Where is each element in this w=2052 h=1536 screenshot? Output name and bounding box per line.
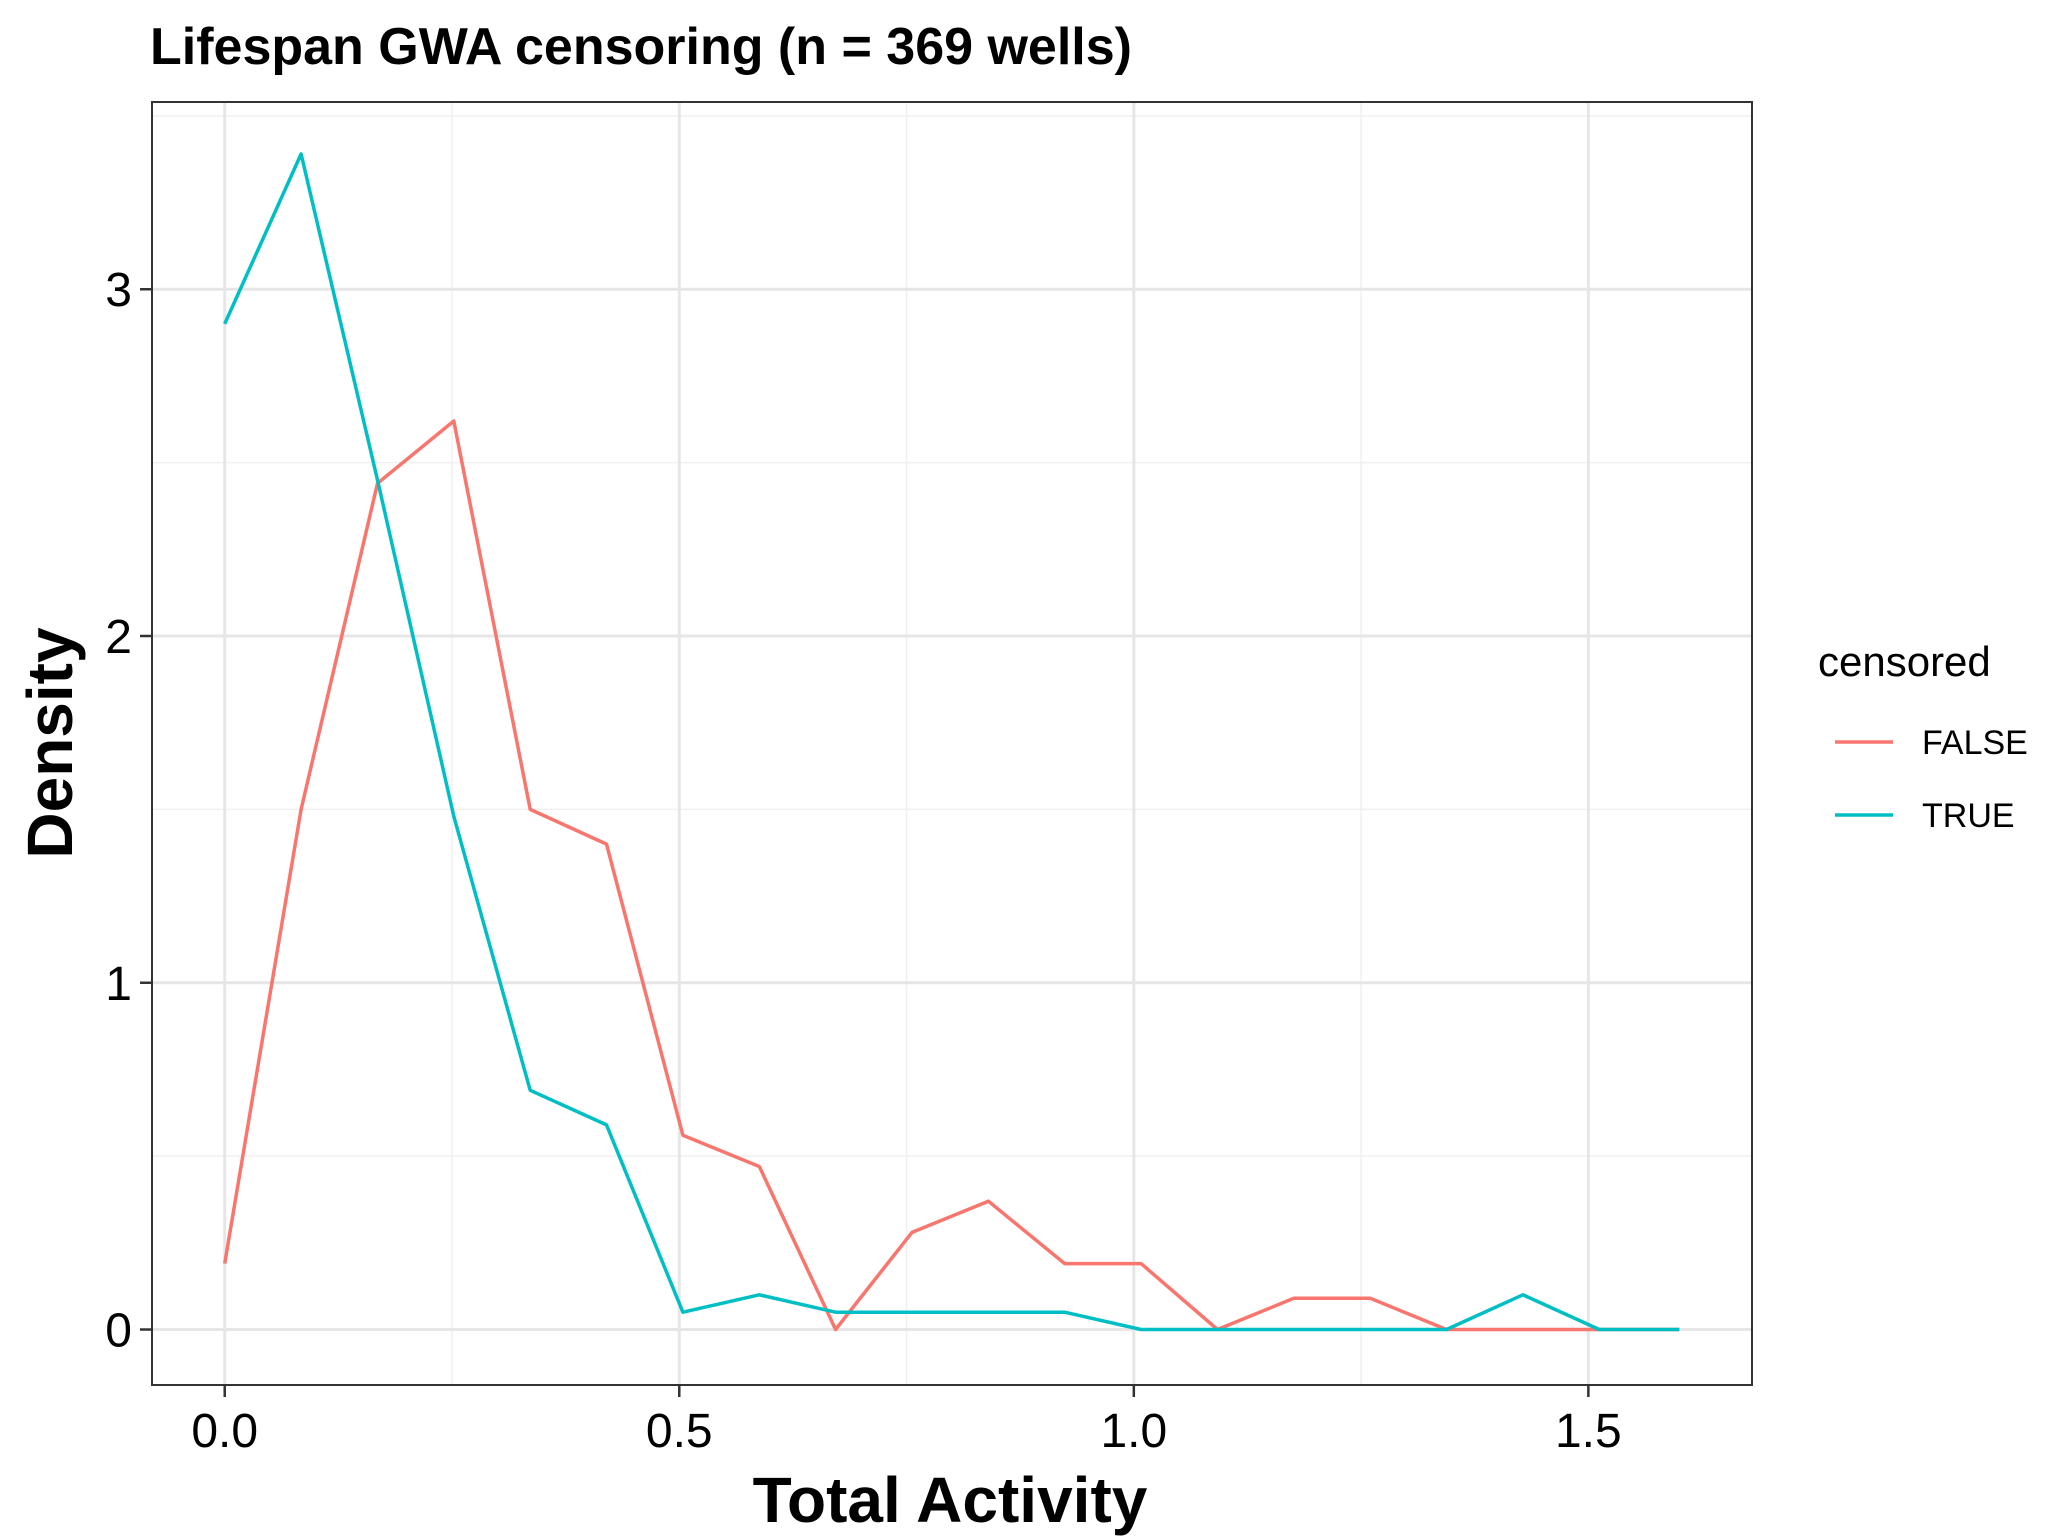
chart-title: Lifespan GWA censoring (n = 369 wells)	[150, 18, 1132, 76]
x-axis-title: Total Activity	[753, 1464, 1148, 1536]
grid-lines	[152, 102, 1752, 1385]
axis-ticks: 0.0 0.5 1.0 1.5 0 1 2 3	[105, 264, 1621, 1458]
legend-label-false: FALSE	[1922, 724, 2028, 762]
series-line-false	[222, 419, 1680, 1332]
y-axis-title: Density	[14, 627, 86, 859]
legend-label-true: TRUE	[1922, 797, 2015, 835]
x-tick-label: 0.0	[191, 1405, 258, 1458]
panel-border	[151, 101, 1753, 1386]
y-tick-label: 3	[105, 264, 132, 317]
legend-title: censored	[1818, 638, 1991, 685]
y-tick-label: 2	[105, 611, 132, 664]
y-tick-label: 1	[105, 958, 132, 1011]
x-tick-label: 0.5	[646, 1405, 713, 1458]
series-line-true	[223, 152, 1680, 1332]
legend: censored FALSE TRUE	[1818, 638, 2028, 835]
y-tick-label: 0	[105, 1305, 132, 1358]
x-tick-label: 1.5	[1555, 1405, 1622, 1458]
x-tick-label: 1.0	[1100, 1405, 1167, 1458]
series-lines	[222, 152, 1680, 1332]
